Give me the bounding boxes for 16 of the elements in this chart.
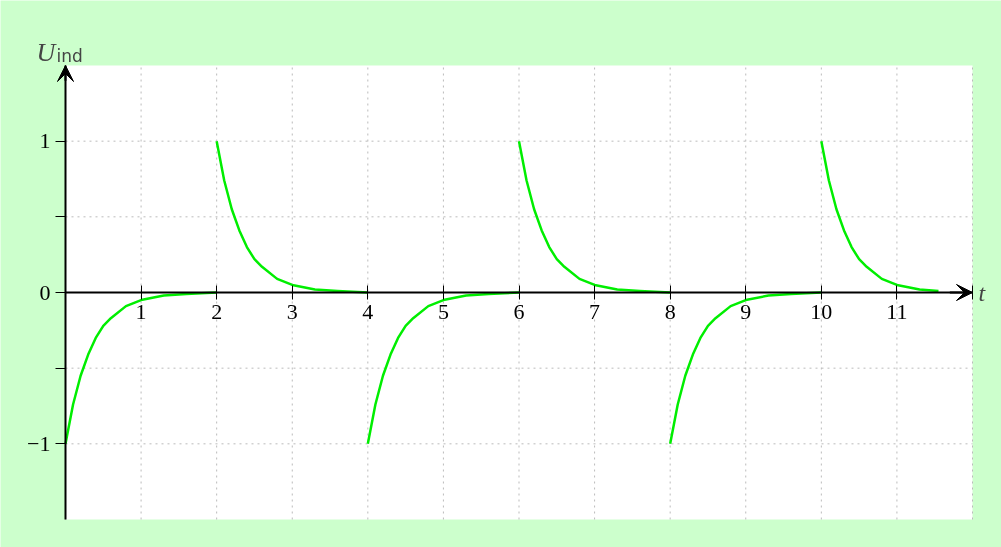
x-tick-label: 1 xyxy=(135,298,147,324)
x-tick-label: 4 xyxy=(362,298,374,324)
y-tick-label: −1 xyxy=(27,430,51,456)
x-tick-label: 10 xyxy=(810,298,833,324)
y-tick-label: 0 xyxy=(39,279,51,305)
x-tick-label: 9 xyxy=(740,298,752,324)
x-tick-label: 8 xyxy=(664,298,676,324)
x-tick-label: 7 xyxy=(589,298,601,324)
y-tick-label: 1 xyxy=(39,128,51,154)
x-tick-label: 2 xyxy=(211,298,223,324)
x-tick-label: 6 xyxy=(513,298,525,324)
x-axis-title: t xyxy=(978,279,987,306)
x-tick-label: 5 xyxy=(437,298,449,324)
x-tick-label: 11 xyxy=(886,298,908,324)
y-axis-title: Uind xyxy=(36,38,83,67)
x-tick-label: 3 xyxy=(286,298,298,324)
